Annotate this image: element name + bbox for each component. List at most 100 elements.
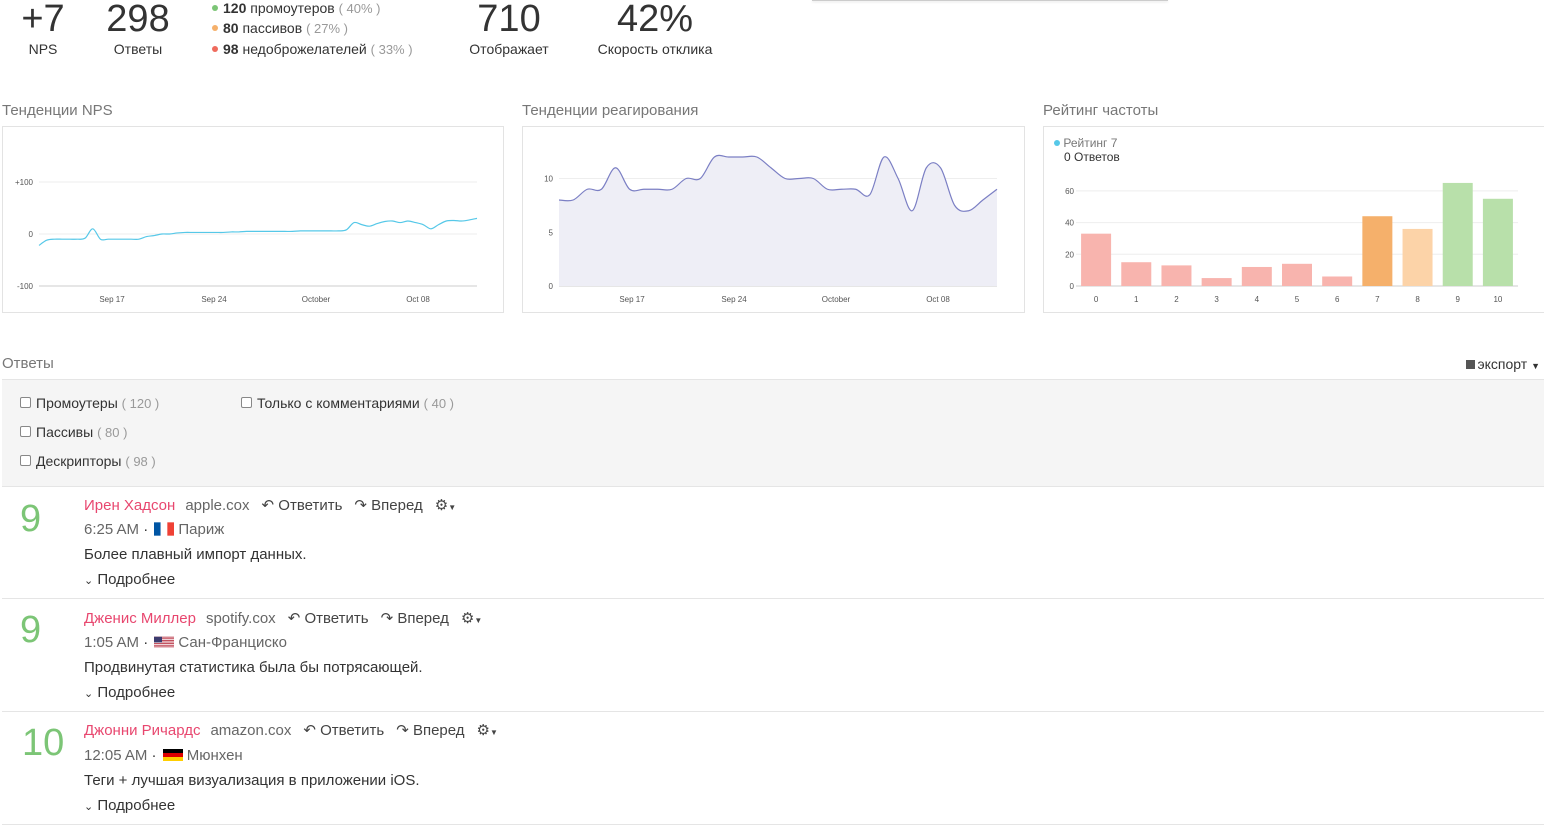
- nps-trends-title: Тенденции NPS: [2, 102, 113, 119]
- response-comment: Более плавный импорт данных.: [84, 546, 307, 563]
- respondent-name-link[interactable]: Дженис Миллер: [84, 610, 196, 627]
- filter-detractors[interactable]: Дескрипторы ( 98 ): [20, 453, 156, 469]
- bar: [1402, 228, 1433, 286]
- reply-icon: ↶: [287, 610, 301, 627]
- more-link[interactable]: ⌄ Подробнее: [84, 571, 175, 588]
- passives-breakdown: 80 пассивов ( 27% ): [212, 20, 348, 36]
- reply-button[interactable]: ↶ Ответить: [262, 497, 343, 514]
- more-label: Подробнее: [97, 797, 176, 814]
- freq-legend: Рейтинг 7: [1054, 136, 1117, 150]
- frequency-rating-svg: 60 40 20 0 0 1 2 3 4 5 6 7 8 9 10: [1065, 182, 1518, 304]
- displays-value: 710: [477, 0, 541, 40]
- filter-passives[interactable]: Пассивы ( 80 ): [20, 424, 127, 440]
- reply-button[interactable]: ↶ Ответить: [288, 610, 369, 627]
- x-tick-label: 0: [1094, 295, 1099, 304]
- x-tick-label: 2: [1174, 295, 1179, 304]
- reply-label: Ответить: [320, 722, 385, 739]
- y-tick-label: 0: [1070, 282, 1075, 291]
- usa-flag-icon: [154, 636, 175, 648]
- response-header: Дженис Миллер spotify.cox ↶ Ответить ↷ Впер…: [84, 609, 482, 627]
- filters-panel: Промоутеры ( 120 ) Пассивы ( 80 ) Дескри…: [2, 379, 1544, 487]
- x-tick-label: October: [302, 295, 331, 304]
- y-tick-label: 10: [544, 175, 553, 184]
- x-tick-label: Oct 08: [406, 295, 430, 304]
- export-button[interactable]: экспорт ▼: [1465, 356, 1540, 372]
- more-link[interactable]: ⌄ Подробнее: [84, 797, 175, 814]
- freq-legend-count: 0 Ответов: [1064, 150, 1120, 164]
- chevron-down-icon: ⌄: [84, 688, 94, 700]
- response-item: 10 Джонни Ричардс amazon.cox ↶ Ответить ↷ В…: [2, 712, 1544, 825]
- x-tick-label: 8: [1415, 295, 1420, 304]
- gear-icon: ⚙: [476, 722, 490, 739]
- filter-label: Только с комментариями: [257, 395, 420, 411]
- filter-label: Пассивы: [36, 424, 94, 440]
- more-link[interactable]: ⌄ Подробнее: [84, 684, 175, 701]
- response-item: 9 Ирен Хадсон apple.cox ↶ Ответить ↷ Вперед…: [2, 486, 1544, 599]
- x-tick-label: Sep 24: [721, 295, 747, 304]
- forward-button[interactable]: ↷ Вперед: [381, 610, 449, 627]
- more-label: Подробнее: [97, 684, 176, 701]
- forward-icon: ↷: [396, 722, 409, 739]
- export-label: экспорт: [1477, 356, 1528, 372]
- forward-label: Вперед: [412, 722, 465, 739]
- settings-dropdown-button[interactable]: ⚙▼: [477, 722, 498, 739]
- caret-down-icon: ▼: [448, 503, 457, 512]
- filter-comments-only[interactable]: Только с комментариями ( 40 ): [241, 395, 454, 411]
- x-tick-label: Sep 17: [99, 295, 125, 304]
- germany-flag-icon: [162, 749, 183, 761]
- y-tick-label: -100: [17, 282, 34, 291]
- caret-down-icon: ▼: [1531, 361, 1540, 371]
- responses-value: 298: [106, 0, 170, 40]
- checkbox-icon[interactable]: [241, 397, 252, 408]
- x-tick-label: 7: [1375, 295, 1380, 304]
- response-header: Ирен Хадсон apple.cox ↶ Ответить ↷ Вперед ⚙▼: [84, 496, 456, 514]
- checkbox-icon[interactable]: [20, 455, 31, 466]
- bar: [1282, 263, 1312, 286]
- settings-dropdown-button[interactable]: ⚙▼: [435, 497, 456, 514]
- caret-down-icon: ▼: [474, 616, 483, 625]
- checkbox-icon[interactable]: [20, 397, 31, 408]
- promoters-breakdown: 120 промоутеров ( 40% ): [212, 0, 381, 16]
- responses-label: Ответы: [113, 41, 163, 57]
- response-meta: 6:25 AM · Париж: [84, 521, 225, 538]
- forward-icon: ↷: [380, 610, 394, 627]
- y-tick-label: 20: [1065, 250, 1074, 259]
- settings-dropdown-button[interactable]: ⚙▼: [461, 610, 482, 627]
- responses-section-title: Ответы: [2, 355, 54, 372]
- respondent-name-link[interactable]: Джонни Ричардс: [84, 722, 201, 739]
- bar: [1161, 265, 1192, 286]
- response-meta: 1:05 AM · Сан-Франциско: [84, 634, 287, 651]
- x-tick-label: Oct 08: [926, 295, 950, 304]
- response-series-area: [559, 155, 997, 286]
- x-tick-label: 3: [1214, 295, 1219, 304]
- response-rate-value: 42%: [616, 0, 694, 40]
- reply-button[interactable]: ↶ Ответить: [303, 722, 384, 739]
- forward-button[interactable]: ↷ Вперед: [354, 497, 422, 514]
- filter-count: ( 40 ): [423, 396, 454, 411]
- response-trends-title: Тенденции реагирования: [522, 102, 699, 119]
- company-name: apple.cox: [185, 497, 250, 514]
- response-series-line: [558, 154, 998, 212]
- detractors-dot-icon: [212, 46, 218, 52]
- caret-down-icon: ▼: [489, 728, 498, 737]
- filter-count: ( 98 ): [125, 454, 156, 469]
- forward-button[interactable]: ↷ Вперед: [396, 722, 464, 739]
- checkbox-icon[interactable]: [20, 426, 31, 437]
- filter-count: ( 120 ): [121, 396, 160, 411]
- promoters-dot-icon: [212, 5, 218, 11]
- response-score: 9: [20, 609, 42, 651]
- response-item: 9 Дженис Миллер spotify.cox ↶ Ответить ↷ Вп…: [2, 599, 1544, 712]
- respondent-name-link[interactable]: Ирен Хадсон: [84, 497, 176, 514]
- more-label: Подробнее: [97, 571, 176, 588]
- filter-promoters[interactable]: Промоутеры ( 120 ): [20, 395, 159, 411]
- x-tick-label: 10: [1493, 295, 1502, 304]
- reply-label: Ответить: [304, 610, 369, 627]
- bar: [1201, 278, 1232, 286]
- x-tick-label: 6: [1335, 295, 1340, 304]
- gear-icon: ⚙: [460, 610, 475, 627]
- reply-icon: ↶: [261, 497, 275, 514]
- x-tick-label: Sep 17: [619, 295, 645, 304]
- freq-legend-label: Рейтинг 7: [1063, 136, 1118, 150]
- response-city: Париж: [178, 521, 225, 538]
- forward-icon: ↷: [354, 497, 367, 514]
